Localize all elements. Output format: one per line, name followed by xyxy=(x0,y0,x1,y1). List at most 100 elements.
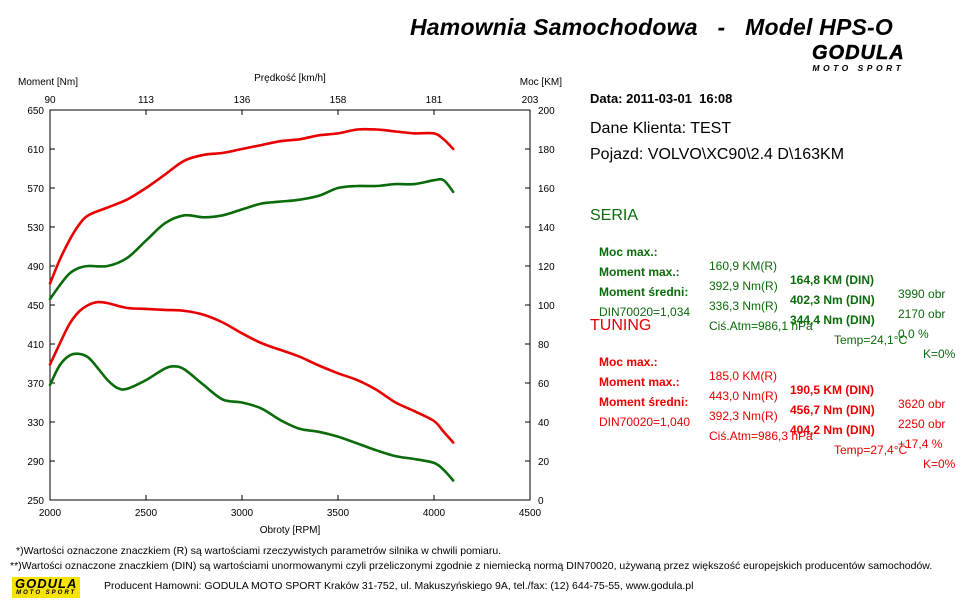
tuning-torque-line xyxy=(48,300,455,444)
tuning-k: K=0% xyxy=(923,457,956,471)
y-left-tick-label: 330 xyxy=(27,418,44,429)
tuning-torque-din: 456,7 Nm (DIN) xyxy=(790,403,875,417)
plot-frame xyxy=(49,109,531,501)
seria-torque-din: 402,3 Nm (DIN) xyxy=(790,293,875,307)
top-tick-label: 203 xyxy=(522,95,539,106)
tuning-heading: TUNING xyxy=(590,317,652,334)
logo-small-brand: GODULA xyxy=(15,576,78,591)
seria-power-r: 160,9 KM(R) xyxy=(709,259,778,273)
y-right-tick-label: 100 xyxy=(538,301,555,312)
y-right-tick-label: 200 xyxy=(538,106,555,117)
tuning-row-power: Moc max.: 185,0 KM(R) 190,5 KM (DIN) 362… xyxy=(0,341,945,411)
tuning-din-line: DIN70020=1,040 Ciś.Atm=986,3 hPa Temp=27… xyxy=(0,401,955,471)
tuning-power-label: Moc max.: xyxy=(599,355,658,369)
vehicle-data: Pojazd: VOLVO\XC90\2.4 D\163KM xyxy=(590,146,845,163)
x-tick-label: 4000 xyxy=(423,508,446,519)
logo-brand: GODULA xyxy=(812,42,905,64)
seria-heading: SERIA xyxy=(590,207,639,224)
top-tick-label: 113 xyxy=(138,95,154,106)
y-right-tick-label: 60 xyxy=(538,379,550,390)
y-left-tick-label: 650 xyxy=(27,106,44,117)
tuning-torque-r: 443,0 Nm(R) xyxy=(709,389,778,403)
top-tick-label: 90 xyxy=(44,95,56,106)
footnote-r: *)Wartości oznaczone znaczkiem (R) są wa… xyxy=(16,545,502,557)
logo-small-tagline: MOTO SPORT xyxy=(16,590,77,596)
footnote-din: **)Wartości oznaczone znaczkiem (DIN) są… xyxy=(10,560,933,572)
seria-power-din: 164,8 KM (DIN) xyxy=(790,273,875,287)
y-right-tick-label: 40 xyxy=(538,418,550,429)
y-right-tick-label: 0 xyxy=(538,496,544,507)
y-right-tick-label: 120 xyxy=(538,262,555,273)
page-title: Hamownia Samochodowa - Model HPS-O xyxy=(410,14,893,40)
y-left-axis-title: Moment [Nm] xyxy=(18,77,78,88)
seria-temp: Temp=24,1°C xyxy=(834,333,908,347)
tuning-avg-extra: +17,4 % xyxy=(898,437,943,451)
logo-tagline: MOTO SPORT xyxy=(812,63,905,73)
tuning-din-norm: DIN70020=1,040 xyxy=(599,415,691,429)
y-left-tick-label: 570 xyxy=(27,184,44,195)
seria-row-power: Moc max.: 160,9 KM(R) 164,8 KM (DIN) 399… xyxy=(0,231,945,301)
footnotes: *)Wartości oznaczone znaczkiem (R) są wa… xyxy=(10,544,932,574)
tuning-row-torque: Moment max.: 443,0 Nm(R) 456,7 Nm (DIN) … xyxy=(0,361,945,431)
y-left-tick-label: 290 xyxy=(27,457,44,468)
tuning-avg-din: 404,2 Nm (DIN) xyxy=(790,423,875,437)
tuning-power-extra: 3620 obr xyxy=(898,397,946,411)
x-axis-title: Obroty [RPM] xyxy=(260,525,321,536)
y-right-tick-label: 80 xyxy=(538,340,550,351)
seria-atm: Ciś.Atm=986,1 hPa xyxy=(709,319,813,333)
y-left-tick-label: 450 xyxy=(27,301,44,312)
y-left-tick-label: 490 xyxy=(27,262,44,273)
y-left-tick-label: 250 xyxy=(27,496,44,507)
dyno-chart: Moment [Nm] Moc [KM] Prędkość [km/h] Obr… xyxy=(18,73,562,536)
x-tick-label: 2500 xyxy=(135,508,158,519)
seria-avg-label: Moment średni: xyxy=(599,285,689,299)
seria-din-line: DIN70020=1,034 Ciś.Atm=986,1 hPa Temp=24… xyxy=(0,291,955,361)
tuning-temp: Temp=27,4°C xyxy=(834,443,908,457)
y-left-tick-label: 610 xyxy=(27,145,44,156)
y-left-tick-label: 370 xyxy=(27,379,44,390)
tuning-power-r: 185,0 KM(R) xyxy=(709,369,778,383)
seria-din-norm: DIN70020=1,034 xyxy=(599,305,691,319)
seria-power-line xyxy=(48,177,455,301)
y-right-tick-label: 140 xyxy=(538,223,555,234)
seria-torque-extra: 2170 obr xyxy=(898,307,946,321)
producer-info: Producent Hamowni: GODULA MOTO SPORT Kra… xyxy=(104,580,694,592)
tuning-avg-label: Moment średni: xyxy=(599,395,689,409)
top-tick-label: 158 xyxy=(330,95,347,106)
seria-avg-r: 336,3 Nm(R) xyxy=(709,299,778,313)
top-tick-label: 136 xyxy=(234,95,251,106)
tuning-row-avg-torque: Moment średni: 392,3 Nm(R) 404,2 Nm (DIN… xyxy=(0,381,942,451)
y-right-tick-label: 20 xyxy=(538,457,550,468)
tuning-torque-extra: 2250 obr xyxy=(898,417,946,431)
measurement-date: Data: 2011-03-01 16:08 xyxy=(590,91,733,106)
seria-torque-label: Moment max.: xyxy=(599,265,680,279)
seria-avg-din: 344,4 Nm (DIN) xyxy=(790,313,875,327)
tuning-atm: Ciś.Atm=986,3 hPa xyxy=(709,429,813,443)
tuning-torque-label: Moment max.: xyxy=(599,375,680,389)
x-tick-label: 3500 xyxy=(327,508,350,519)
seria-power-extra: 3990 obr xyxy=(898,287,946,301)
y-right-tick-label: 160 xyxy=(538,184,555,195)
seria-row-torque: Moment max.: 392,9 Nm(R) 402,3 Nm (DIN) … xyxy=(0,251,945,321)
x-tick-label: 2000 xyxy=(39,508,62,519)
tuning-power-din: 190,5 KM (DIN) xyxy=(790,383,875,397)
seria-power-label: Moc max.: xyxy=(599,245,658,259)
seria-k: K=0% xyxy=(923,347,956,361)
seria-torque-r: 392,9 Nm(R) xyxy=(709,279,778,293)
seria-row-avg-torque: Moment średni: 336,3 Nm(R) 344,4 Nm (DIN… xyxy=(0,271,929,341)
godula-logo-small: GODULA MOTO SPORT xyxy=(12,576,81,598)
top-axis-title: Prędkość [km/h] xyxy=(254,73,326,84)
chart-series xyxy=(48,127,455,482)
top-tick-label: 181 xyxy=(426,95,443,106)
seria-avg-extra: 0,0 % xyxy=(898,327,929,341)
tuning-avg-r: 392,3 Nm(R) xyxy=(709,409,778,423)
tuning-power-line xyxy=(48,127,455,285)
godula-logo: GODULA MOTO SPORT xyxy=(812,42,905,73)
y-right-axis-title: Moc [KM] xyxy=(520,77,562,88)
x-tick-label: 4500 xyxy=(519,508,542,519)
seria-torque-line xyxy=(48,352,455,482)
x-tick-label: 3000 xyxy=(231,508,254,519)
y-left-tick-label: 410 xyxy=(27,340,44,351)
y-left-tick-label: 530 xyxy=(27,223,44,234)
